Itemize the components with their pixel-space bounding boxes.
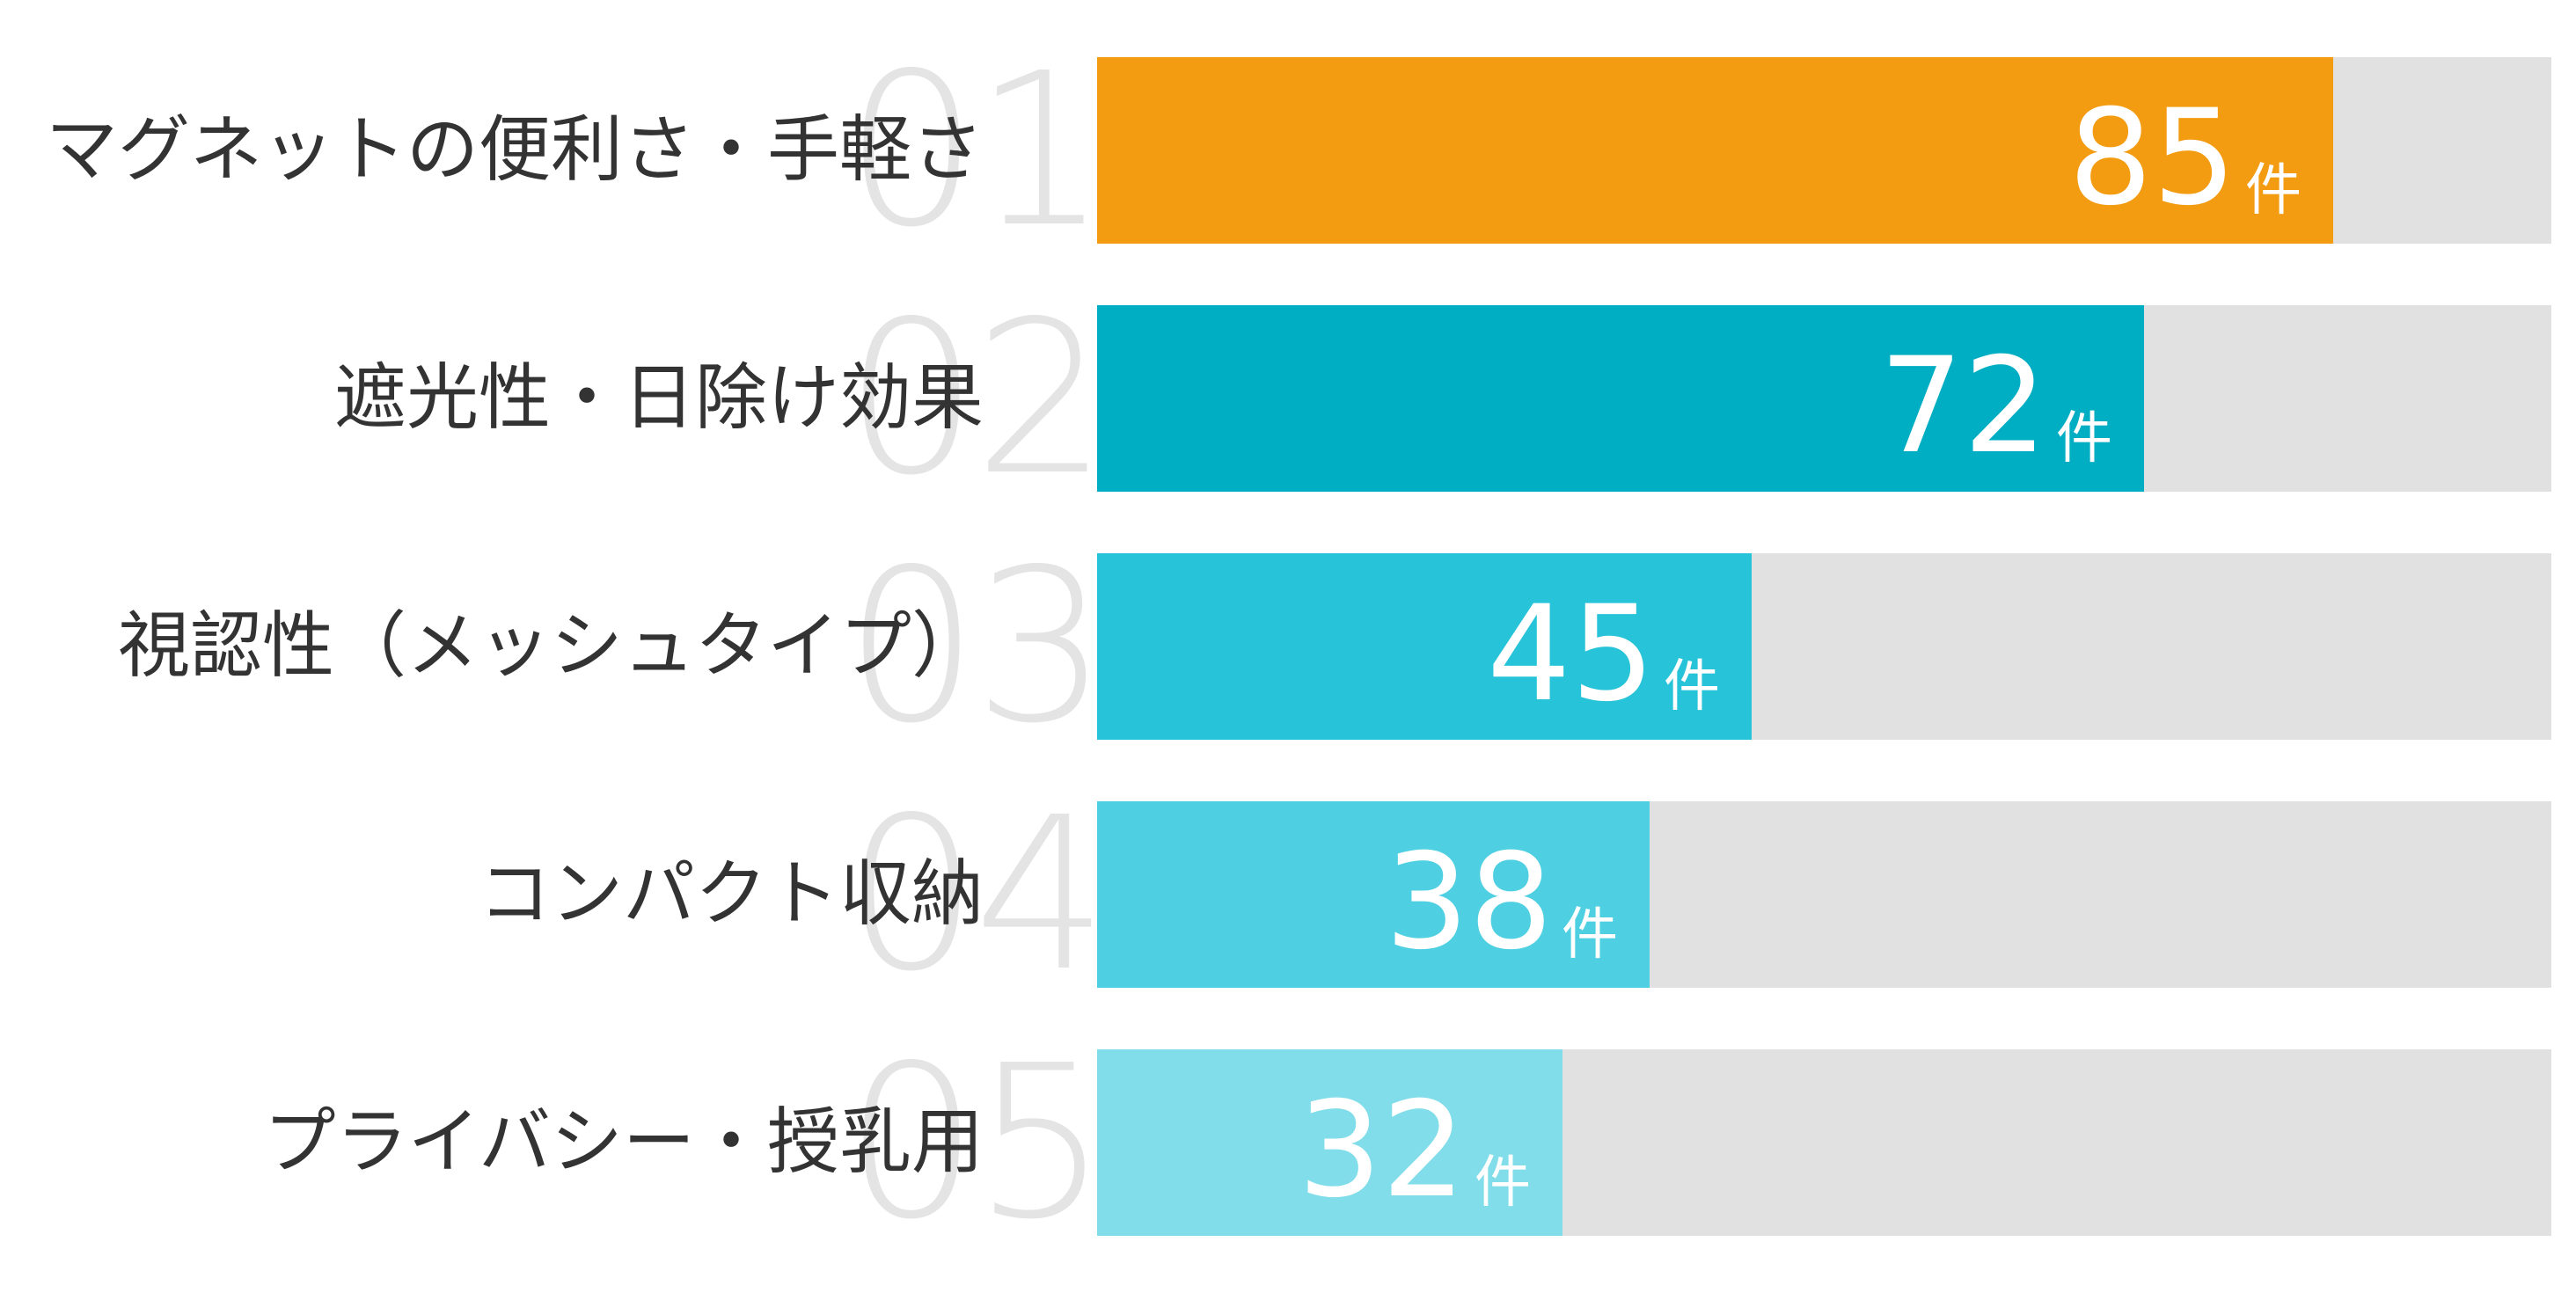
- bar: 45 件: [1097, 553, 1752, 740]
- bar-track: 85 件: [1097, 57, 2551, 244]
- category-label: 遮光性・日除け効果: [333, 356, 984, 440]
- data-label: 38 件: [1385, 801, 1618, 988]
- value-number: 85: [2068, 82, 2236, 235]
- value-unit: 件: [1562, 902, 1618, 968]
- bar-track: 32 件: [1097, 1049, 2551, 1236]
- chart-row: 01 マグネットの便利さ・手軽さ 85 件: [0, 27, 2576, 274]
- data-label: 32 件: [1298, 1049, 1531, 1236]
- bar: 85 件: [1097, 57, 2333, 244]
- chart-row: 03 視認性（メッシュタイプ） 45 件: [0, 523, 2576, 770]
- bar: 38 件: [1097, 801, 1650, 988]
- value-number: 38: [1385, 826, 1553, 979]
- value-number: 45: [1487, 578, 1655, 731]
- value-number: 72: [1879, 330, 2047, 483]
- category-label: コンパクト収納: [478, 852, 984, 936]
- category-label: 視認性（メッシュタイプ）: [117, 604, 984, 688]
- chart-row: 02 遮光性・日除け効果 72 件: [0, 275, 2576, 522]
- rank-number: 03: [845, 523, 1108, 770]
- value-unit: 件: [1475, 1151, 1531, 1216]
- bar: 32 件: [1097, 1049, 1562, 1236]
- value-unit: 件: [1664, 654, 1720, 720]
- value-unit: 件: [2056, 406, 2112, 471]
- bar: 72 件: [1097, 305, 2144, 492]
- value-unit: 件: [2245, 158, 2302, 223]
- bar-track: 72 件: [1097, 305, 2551, 492]
- chart-row: 04 コンパクト収納 38 件: [0, 771, 2576, 1018]
- data-label: 85 件: [2068, 57, 2302, 244]
- chart-row: 05 プライバシー・授乳用 32 件: [0, 1019, 2576, 1266]
- bar-track: 38 件: [1097, 801, 2551, 988]
- value-number: 32: [1298, 1074, 1466, 1227]
- rank-number: 05: [845, 1019, 1108, 1266]
- category-label: マグネットの便利さ・手軽さ: [45, 108, 984, 192]
- bar-track: 45 件: [1097, 553, 2551, 740]
- rank-number: 02: [845, 275, 1108, 522]
- rank-number: 04: [845, 771, 1108, 1018]
- category-label: プライバシー・授乳用: [263, 1100, 984, 1184]
- data-label: 45 件: [1487, 553, 1720, 740]
- rank-number: 01: [845, 27, 1108, 274]
- data-label: 72 件: [1879, 305, 2112, 492]
